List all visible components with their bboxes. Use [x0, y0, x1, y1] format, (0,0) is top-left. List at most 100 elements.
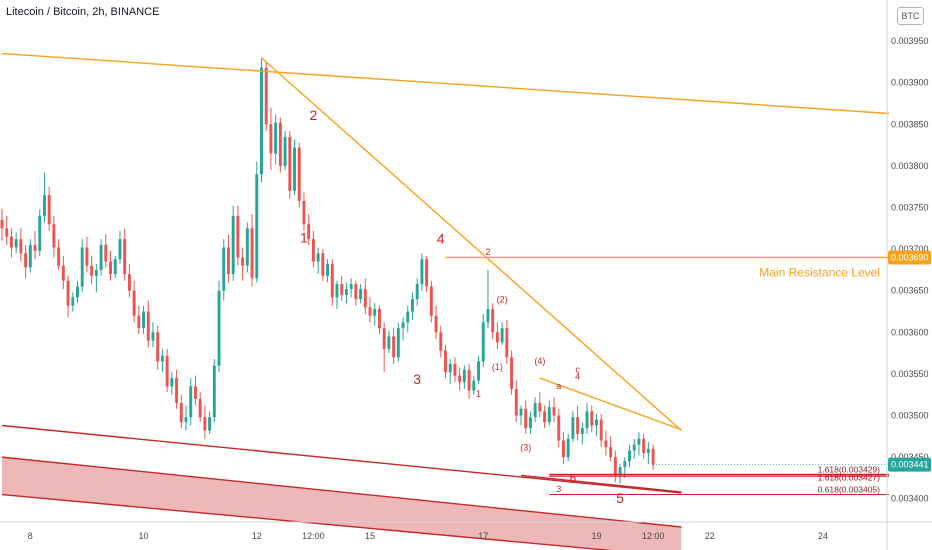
candle-body [47, 195, 51, 225]
resistance-price-tag [888, 250, 931, 265]
candle [628, 444, 631, 468]
descending-trendline [261, 57, 682, 432]
candle-body [425, 259, 429, 287]
candle [486, 269, 490, 329]
candle-body [571, 417, 575, 439]
trend-lines [1, 52, 890, 494]
candle-body [472, 380, 476, 391]
candle-body [538, 403, 542, 412]
candle-body [321, 253, 325, 276]
wedge-upper-line [539, 377, 682, 431]
candle [491, 303, 495, 339]
candle-body [142, 311, 146, 329]
candle-body [354, 284, 358, 300]
candle [99, 239, 103, 276]
candle-body [528, 417, 532, 428]
candle-body [109, 261, 112, 275]
candle-body [415, 284, 419, 300]
candle-body [637, 438, 641, 445]
candle-body [576, 417, 580, 434]
y-tick-label: 0.003400 [891, 494, 929, 504]
candle-body [401, 322, 405, 329]
y-tick-label: 0.003600 [891, 327, 929, 337]
candle [458, 367, 462, 391]
candle-body [57, 247, 61, 266]
candle-body [486, 309, 490, 323]
candle-body [236, 215, 240, 258]
candle-body [392, 336, 396, 358]
candle [47, 186, 51, 231]
candle [19, 228, 23, 262]
candle-body [132, 290, 136, 316]
candle [557, 408, 561, 448]
candle-body [514, 388, 518, 416]
candle [585, 403, 589, 434]
candle [349, 278, 353, 298]
candle-body [406, 311, 410, 323]
candle [61, 255, 65, 290]
candle-body [76, 286, 79, 298]
candle-body [387, 336, 391, 349]
candle [481, 314, 485, 368]
candle [340, 275, 344, 301]
candle-body [137, 315, 141, 329]
candle [118, 230, 122, 265]
candle-body [363, 289, 367, 308]
candle-body [293, 147, 296, 191]
currency-button[interactable]: BTC [897, 7, 924, 25]
candle-body [628, 450, 631, 462]
candle-body [260, 67, 263, 175]
candle [453, 357, 457, 383]
candle [505, 319, 509, 364]
candle-body [590, 411, 594, 426]
wave-label: 3 [413, 371, 421, 387]
candle [193, 375, 197, 406]
candle-body [448, 363, 452, 373]
candle-body [349, 284, 353, 290]
candle [524, 400, 528, 434]
candle [538, 392, 542, 418]
candle-body [52, 224, 56, 248]
candle [80, 239, 84, 293]
candle [189, 378, 193, 426]
candle-body [127, 274, 131, 291]
wave-label: 4 [575, 372, 580, 382]
candle [217, 280, 221, 373]
candle-body [510, 357, 514, 389]
candle-body [302, 200, 306, 225]
x-tick-label: 19 [591, 531, 601, 541]
candle [609, 436, 613, 462]
candle-body [642, 438, 646, 453]
candle-body [335, 284, 339, 298]
candle [444, 344, 447, 379]
candle-body [434, 315, 438, 333]
candle-body [19, 239, 23, 254]
candles [0, 57, 655, 484]
candle-body [477, 361, 480, 381]
candle-body [396, 328, 400, 358]
candle [406, 305, 410, 333]
candle-body [557, 415, 561, 441]
candle-body [203, 417, 207, 431]
candle [5, 215, 9, 245]
candle [269, 107, 273, 171]
candle-body [198, 398, 202, 418]
candle [477, 355, 480, 384]
candle-body [269, 124, 273, 154]
candle-body [330, 264, 334, 298]
candle-body [212, 365, 216, 418]
candle-body [278, 122, 282, 166]
candle [326, 259, 330, 283]
candle-body [85, 247, 89, 266]
candle-body [373, 309, 377, 316]
candle [274, 114, 278, 165]
fib-1618-label-2: 1.618(0.003427) [818, 472, 881, 482]
candle-body [94, 269, 98, 276]
lower-channel-line [1, 424, 682, 494]
candle [109, 250, 112, 281]
candle-body [264, 67, 268, 125]
candle-body [552, 407, 556, 416]
wave-label: (2) [497, 294, 508, 304]
